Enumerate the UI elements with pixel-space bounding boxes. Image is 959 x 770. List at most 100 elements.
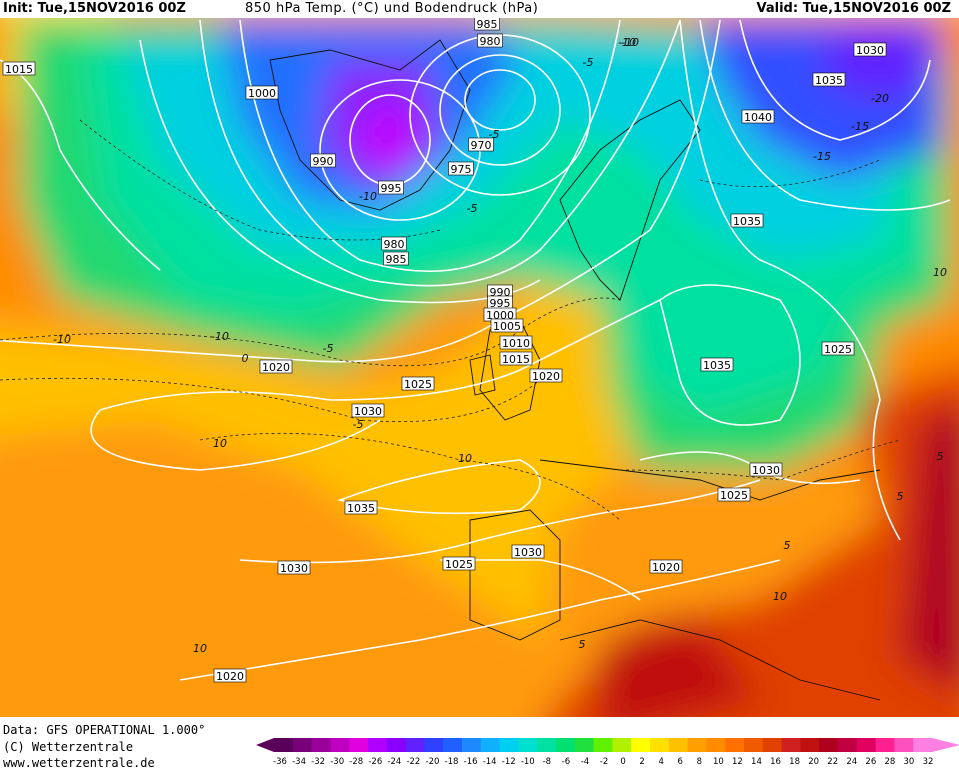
svg-text:1020: 1020 [216, 670, 244, 683]
colorbar-tick-label: -34 [292, 757, 306, 766]
colorbar-tick-label: 8 [697, 757, 702, 766]
colorbar-swatch [349, 738, 369, 752]
temperature-contour-label: 10 [193, 642, 207, 655]
temperature-contour-label: 5 [579, 638, 586, 651]
colorbar-tick-label: 20 [808, 757, 819, 766]
colorbar-tick-label: -20 [426, 757, 440, 766]
isobar-label: 995 [487, 295, 513, 310]
isobar-label: 1030 [511, 544, 545, 559]
temperature-contour-label: -10 [621, 36, 639, 49]
svg-text:985: 985 [477, 18, 498, 31]
colorbar-tick-label: -16 [464, 757, 478, 766]
temperature-contour-label: 5 [897, 490, 904, 503]
svg-text:1030: 1030 [514, 546, 542, 559]
colorbar-tick-label: -24 [387, 757, 401, 766]
colorbar-right-arrow [932, 738, 959, 752]
svg-text:995: 995 [490, 297, 511, 310]
temperature-contour-label: -10 [359, 190, 377, 203]
colorbar-swatch [537, 738, 557, 752]
isobar-label: 1020 [213, 668, 247, 683]
valid-time-label: Valid: Tue,15NOV2016 00Z [756, 1, 951, 16]
isobar-label: 1020 [259, 359, 293, 374]
colorbar-swatch [612, 738, 632, 752]
svg-text:1025: 1025 [445, 558, 473, 571]
colorbar-tick-label: 14 [751, 757, 762, 766]
colorbar-swatch [292, 738, 313, 752]
colorbar-swatch [499, 738, 519, 752]
temperature-colorbar: -36 -34 -32 -30 -28 -26 -24 -22 -20 -18 -16 -14 -12-… [256, 738, 959, 766]
svg-text:1030: 1030 [856, 44, 884, 57]
temperature-contour-label: -5 [489, 128, 500, 141]
temperature-contour-label: 5 [784, 539, 791, 552]
temperature-contour-label: -10 [211, 330, 229, 343]
colorbar-swatch [443, 738, 463, 752]
colorbar-swatch [405, 738, 425, 752]
isobar-label: 1030 [749, 462, 783, 477]
svg-text:975: 975 [451, 163, 472, 176]
colorbar-tick-label: -12 [502, 757, 516, 766]
colorbar-swatch [838, 738, 858, 752]
temperature-contour-label: 0 [242, 352, 249, 365]
svg-text:1025: 1025 [824, 343, 852, 356]
svg-text:1015: 1015 [502, 353, 530, 366]
colorbar-tick-label: 24 [846, 757, 857, 766]
colorbar-tick-label: 18 [789, 757, 800, 766]
svg-text:980: 980 [480, 35, 501, 48]
isobar-label: 980 [477, 33, 503, 48]
isobar-label: 1000 [245, 85, 279, 100]
colorbar-tick-label: -22 [406, 757, 420, 766]
svg-text:1030: 1030 [280, 562, 308, 575]
colorbar-swatch [480, 738, 501, 752]
temperature-contour-label: -15 [851, 120, 869, 133]
temperature-contour-label: 10 [213, 437, 227, 450]
isobar-label: 1025 [717, 487, 751, 502]
colorbar-swatch [913, 738, 933, 752]
temperature-contour-label: 10 [458, 452, 472, 465]
colorbar-tick-label: -6 [562, 757, 570, 766]
colorbar-swatch [650, 738, 670, 752]
svg-text:1035: 1035 [703, 359, 731, 372]
svg-text:985: 985 [386, 253, 407, 266]
svg-text:1040: 1040 [744, 111, 772, 124]
isobar-label: 1040 [741, 109, 775, 124]
data-source-label: Data: GFS OPERATIONAL 1.000° [3, 723, 206, 737]
isobar-label: 990 [310, 153, 336, 168]
colorbar-tick-label: 16 [770, 757, 781, 766]
svg-text:1020: 1020 [652, 561, 680, 574]
temperature-contour-label: 10 [773, 590, 787, 603]
temperature-field [0, 18, 959, 717]
colorbar-tick-label: -8 [543, 757, 551, 766]
svg-text:980: 980 [384, 238, 405, 251]
colorbar-swatch [593, 738, 613, 752]
colorbar-swatch [311, 738, 331, 752]
colorbar-tick-label: 28 [884, 757, 895, 766]
colorbar-tick-label: -32 [311, 757, 325, 766]
isobar-label: 1030 [277, 560, 311, 575]
isobar-label: 1020 [649, 559, 683, 574]
temperature-contour-label: -5 [467, 202, 478, 215]
isobar-label: 1005 [490, 318, 524, 333]
svg-text:1015: 1015 [5, 63, 33, 76]
isobar-label: 1030 [351, 403, 385, 418]
colorbar-swatch [687, 738, 707, 752]
colorbar-tick-label: 30 [904, 757, 915, 766]
colorbar-tick-label: 32 [923, 757, 934, 766]
colorbar-tick-label: 10 [713, 757, 724, 766]
colorbar-swatch [518, 738, 538, 752]
colorbar-tick-label: -30 [330, 757, 344, 766]
colorbar-tick-label: 4 [658, 757, 663, 766]
isobar-labels: 985 980 1015 1000 1030 1035 970 975 990 995 1040 98… [2, 18, 887, 683]
colorbar-swatch [368, 738, 388, 752]
svg-text:1035: 1035 [347, 502, 375, 515]
colorbar-swatch [424, 738, 444, 752]
svg-text:1020: 1020 [262, 361, 290, 374]
isobar-label: 1020 [529, 368, 563, 383]
svg-text:1035: 1035 [815, 74, 843, 87]
colorbar-swatch [856, 738, 877, 752]
svg-text:1025: 1025 [404, 378, 432, 391]
colorbar-swatch [725, 738, 745, 752]
svg-text:1005: 1005 [493, 320, 521, 333]
colorbar-tick-label: 26 [865, 757, 876, 766]
isobar-label: 980 [381, 236, 407, 251]
isobar-label: 995 [378, 180, 404, 195]
